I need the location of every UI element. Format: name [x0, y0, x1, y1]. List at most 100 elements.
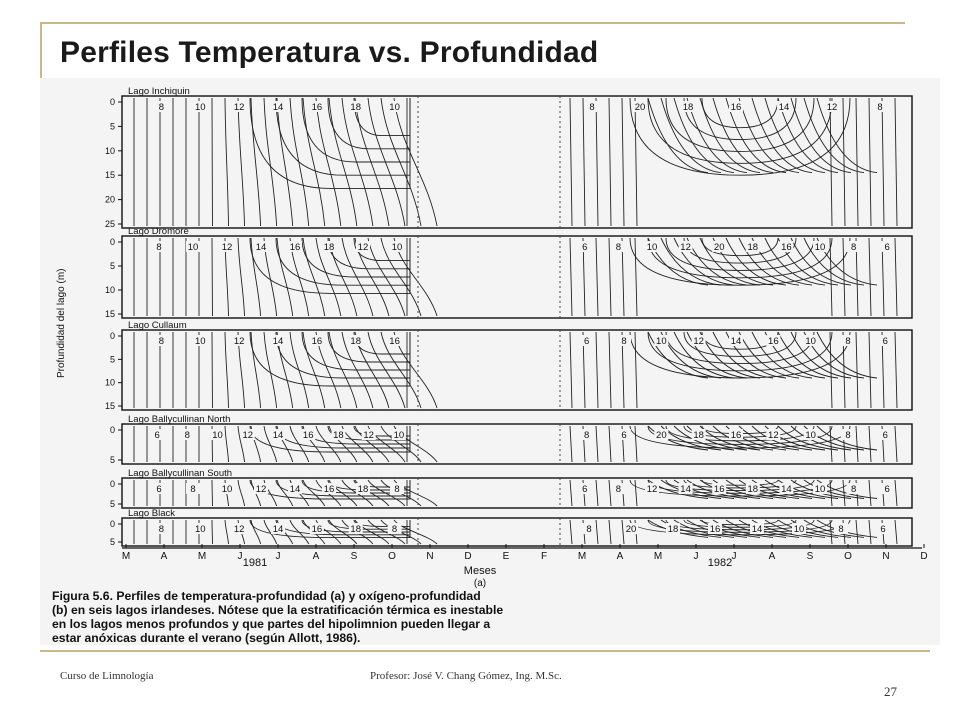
y-axis-label: Profundidad del lago (m) [56, 268, 67, 378]
isotherm-label: 8 [159, 102, 164, 113]
isotherm-label: 16 [731, 102, 742, 113]
isotherm-label: 8 [584, 430, 589, 441]
isotherm-label: 14 [256, 242, 267, 253]
isotherm-label: 16 [303, 430, 314, 441]
month-tick-label: O [844, 551, 852, 562]
isotherm-label: 10 [212, 430, 223, 441]
panel-frame [121, 95, 913, 229]
isotherm-label: 14 [779, 102, 790, 113]
depth-tick-label: 25 [105, 219, 115, 229]
isotherm-label: 16 [714, 484, 725, 495]
lake-name-label: Lago Ballycullinan North [128, 414, 230, 425]
isotherm-label: 10 [195, 524, 206, 535]
isotherm-label: 12 [256, 484, 267, 495]
isotherm-label: 18 [324, 242, 335, 253]
slide-bottom-rule [40, 650, 930, 652]
isotherm-label: 14 [680, 484, 691, 495]
slide-top-rule [40, 22, 905, 24]
slide-left-rule [40, 22, 42, 80]
month-tick-label: D [464, 551, 471, 562]
isotherm-label: 16 [324, 484, 335, 495]
isotherm-label: 8 [159, 336, 164, 347]
isotherm-label: 16 [312, 524, 323, 535]
lake-panel: Lago Cullaum 0 5 10 15 8 10 12 14 16 18 16 6 8 10 12 14 1… [105, 320, 913, 411]
isotherm-label: 8 [851, 242, 856, 253]
x-axis-label: Meses [464, 565, 497, 577]
isotherm-label: 8 [838, 524, 843, 535]
isotherm-label: 16 [768, 336, 779, 347]
isotherm-label: 6 [883, 430, 888, 441]
isotherm-label: 14 [273, 336, 284, 347]
isotherm-label: 12 [234, 524, 245, 535]
isotherm-label: 16 [290, 242, 301, 253]
month-tick-label: D [920, 551, 927, 562]
isotherm-label: 20 [626, 524, 637, 535]
isotherm-label: 14 [273, 524, 284, 535]
isotherm-label: 14 [273, 102, 284, 113]
isotherm-label: 18 [358, 484, 369, 495]
isotherm-label: 12 [358, 242, 369, 253]
isotherm-label: 6 [582, 242, 587, 253]
isotherm-label: 14 [781, 484, 792, 495]
panel-frame [121, 423, 913, 465]
figure-caption-line: estar anóxicas durante el verano (según … [52, 631, 360, 645]
isotherm-label: 16 [312, 102, 323, 113]
depth-tick-label: 0 [110, 97, 115, 107]
panel-frame [121, 517, 913, 547]
isotherm-label: 10 [656, 336, 667, 347]
month-tick-label: S [807, 551, 814, 562]
lake-panel: Lago Ballycullinan North 0 5 6 8 10 12 14 16 18 12… [110, 414, 913, 465]
year-1982-label: 1982 [708, 557, 732, 569]
isotherm-label: 18 [748, 484, 759, 495]
lake-panel: Lago Inchiquin 0 5 10 15 20 25 8 10 12 14 16 18 10 8 20… [105, 86, 913, 229]
figure-contour-plot: Lago Inchiquin 0 5 10 15 20 25 8 10 12 14 16 18 10 8 20… [52, 86, 928, 645]
month-tick-label: N [426, 551, 433, 562]
month-tick-label: F [541, 551, 547, 562]
month-tick-label: S [351, 551, 358, 562]
month-tick-label: A [313, 551, 320, 562]
footer-course: Curso de Limnología [60, 670, 154, 682]
figure-caption-line: en los lagos menos profundos y que parte… [52, 617, 490, 631]
isotherm-label: 8 [392, 524, 397, 535]
isotherm-label: 14 [752, 524, 763, 535]
isotherm-label: 20 [656, 430, 667, 441]
isotherm-label: 18 [350, 336, 361, 347]
isotherm-label: 18 [333, 430, 344, 441]
lake-name-label: Lago Inchiquin [128, 86, 190, 97]
depth-tick-label: 15 [105, 401, 115, 411]
month-tick-label: M [198, 551, 206, 562]
depth-tick-label: 0 [110, 331, 115, 341]
lake-name-label: Lago Ballycullinan South [128, 468, 232, 479]
depth-tick-label: 0 [110, 479, 115, 489]
isotherm-label: 12 [222, 242, 233, 253]
isotherm-label: 10 [222, 484, 233, 495]
isotherm-label: 20 [714, 242, 725, 253]
isotherm-label: 6 [883, 336, 888, 347]
year-1981-label: 1981 [243, 557, 267, 569]
isotherm-label: 8 [586, 524, 591, 535]
isotherm-label: 6 [885, 484, 890, 495]
isotherm-label: 14 [290, 484, 301, 495]
isotherm-label: 8 [845, 430, 850, 441]
month-tick-label: J [276, 551, 281, 562]
month-tick-label: A [161, 551, 168, 562]
isotherm-label: 12 [693, 336, 704, 347]
isotherm-label: 8 [616, 484, 621, 495]
isotherm-label: 8 [845, 336, 850, 347]
depth-tick-label: 5 [110, 455, 115, 465]
scanned-figure: Lago Inchiquin 0 5 10 15 20 25 8 10 12 14 16 18 10 8 20… [40, 78, 940, 645]
isotherm-label: 10 [188, 242, 199, 253]
isotherm-label: 10 [794, 524, 805, 535]
depth-tick-label: 0 [110, 519, 115, 529]
month-tick-label: A [769, 551, 776, 562]
isotherm-label: 12 [647, 484, 658, 495]
isotherm-label: 10 [805, 336, 816, 347]
month-tick-label: J [238, 551, 243, 562]
month-tick-label: M [654, 551, 662, 562]
isotherm-label: 8 [877, 102, 882, 113]
isotherm-label: 20 [635, 102, 646, 113]
isotherm-label: 16 [710, 524, 721, 535]
lake-name-label: Lago Black [128, 508, 175, 519]
depth-tick-label: 15 [105, 309, 115, 319]
lake-name-label: Lago Cullaum [128, 320, 187, 331]
